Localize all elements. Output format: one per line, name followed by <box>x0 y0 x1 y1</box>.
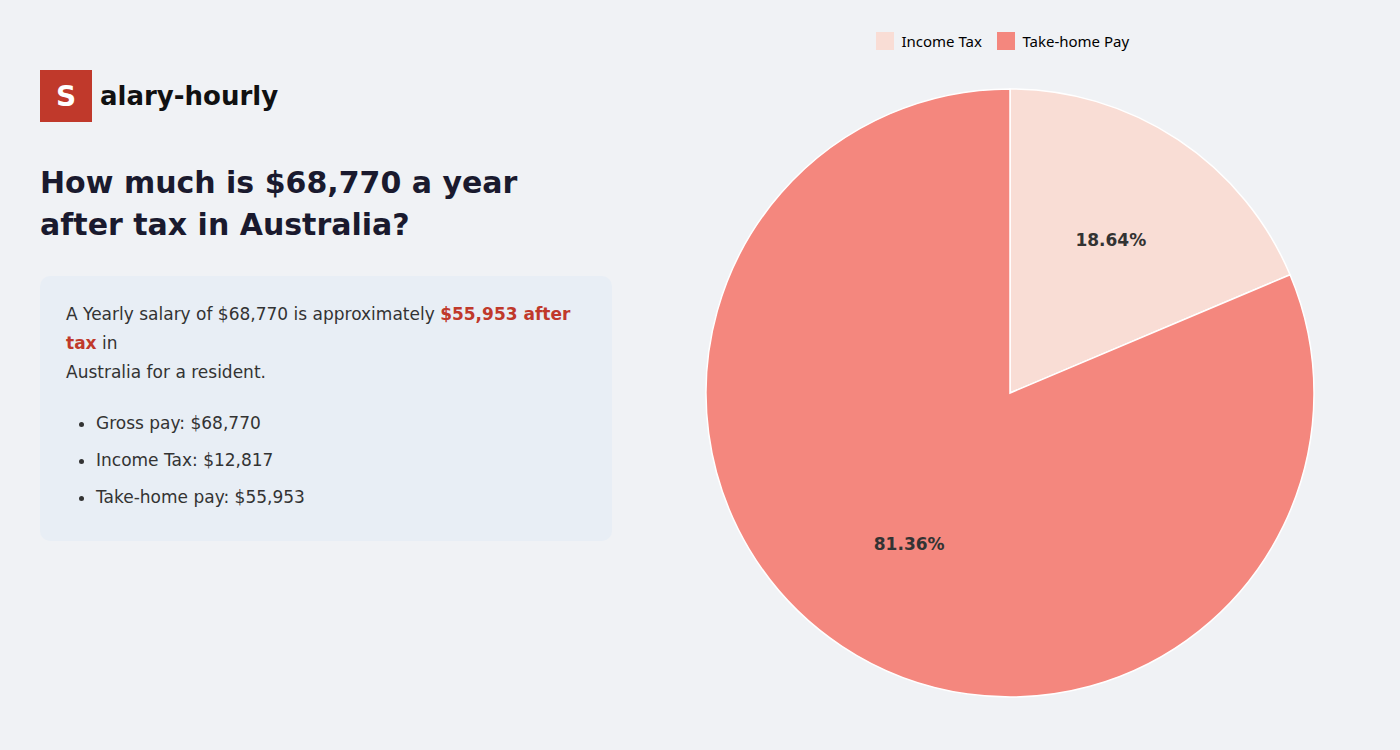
svg-text:81.36%: 81.36% <box>874 534 945 554</box>
html-text:Australia for a resident.: Australia for a resident. <box>66 361 266 382</box>
html-text:alary-hourly: alary-hourly <box>100 81 279 111</box>
html-text:Income Tax: Income Tax <box>901 30 982 51</box>
svg-text:18.64%: 18.64% <box>1075 229 1146 249</box>
html-text:Take-home pay: $55,953: Take-home pay: $55,953 <box>96 487 305 508</box>
html-text:Income Tax: $12,817: Income Tax: $12,817 <box>96 450 274 471</box>
html-text:How much is $68,770 a year aft: How much is $68,770 a year after tax in … <box>40 165 518 242</box>
html-text:Take-home Pay: Take-home Pay <box>1022 30 1130 51</box>
html-text:Gross pay: $68,770: Gross pay: $68,770 <box>96 412 261 433</box>
html-text:A Yearly salary of $68,770 is: A Yearly salary of $68,770 is approximat… <box>66 304 571 353</box>
html-text:S: S <box>55 79 77 113</box>
